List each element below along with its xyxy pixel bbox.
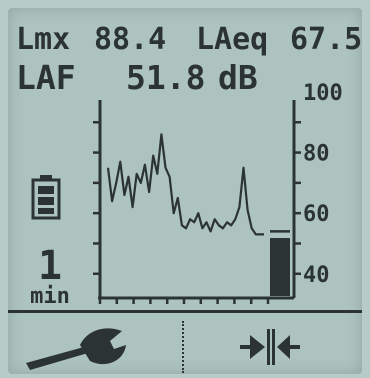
lmx-label: Lmx <box>16 22 71 57</box>
time-window-unit: min <box>30 284 70 309</box>
current-level-bar <box>270 230 290 296</box>
time-window-value: 1 <box>37 243 63 289</box>
laeq-label: LAeq <box>196 22 269 57</box>
readout-row-laf: LAF 51.8 dB <box>16 58 258 97</box>
laf-label: LAF <box>16 58 76 97</box>
time-window[interactable]: 1 min <box>20 246 80 308</box>
y-tick-labels: 100 80 60 40 <box>303 81 343 288</box>
y-tick-label: 40 <box>303 263 330 288</box>
meter-screen: Lmx 88.4 LAeq 67.5 LAF 51.8 dB 100 80 60 40 1 mi… <box>8 8 362 374</box>
y-tick-label: 100 <box>303 81 343 106</box>
chart-axes <box>93 100 301 304</box>
y-tick-label: 60 <box>303 202 330 227</box>
laeq-value: 67.5 <box>290 22 362 57</box>
level-trace-line <box>106 133 264 236</box>
current-level-fill <box>270 238 290 296</box>
softkey-divider <box>182 321 184 373</box>
softkey-bar <box>8 310 362 374</box>
wrench-icon[interactable] <box>22 323 132 371</box>
pinch-zoom-icon[interactable] <box>238 327 302 367</box>
db-unit: dB <box>218 58 258 97</box>
laf-value: 51.8 <box>126 58 206 97</box>
lmx-value: 88.4 <box>94 22 167 57</box>
readout-row-top: Lmx 88.4 LAeq 67.5 <box>16 22 362 57</box>
battery-icon <box>31 175 61 220</box>
y-tick-label: 80 <box>303 142 330 167</box>
level-history-chart: 100 80 60 40 <box>93 81 343 304</box>
